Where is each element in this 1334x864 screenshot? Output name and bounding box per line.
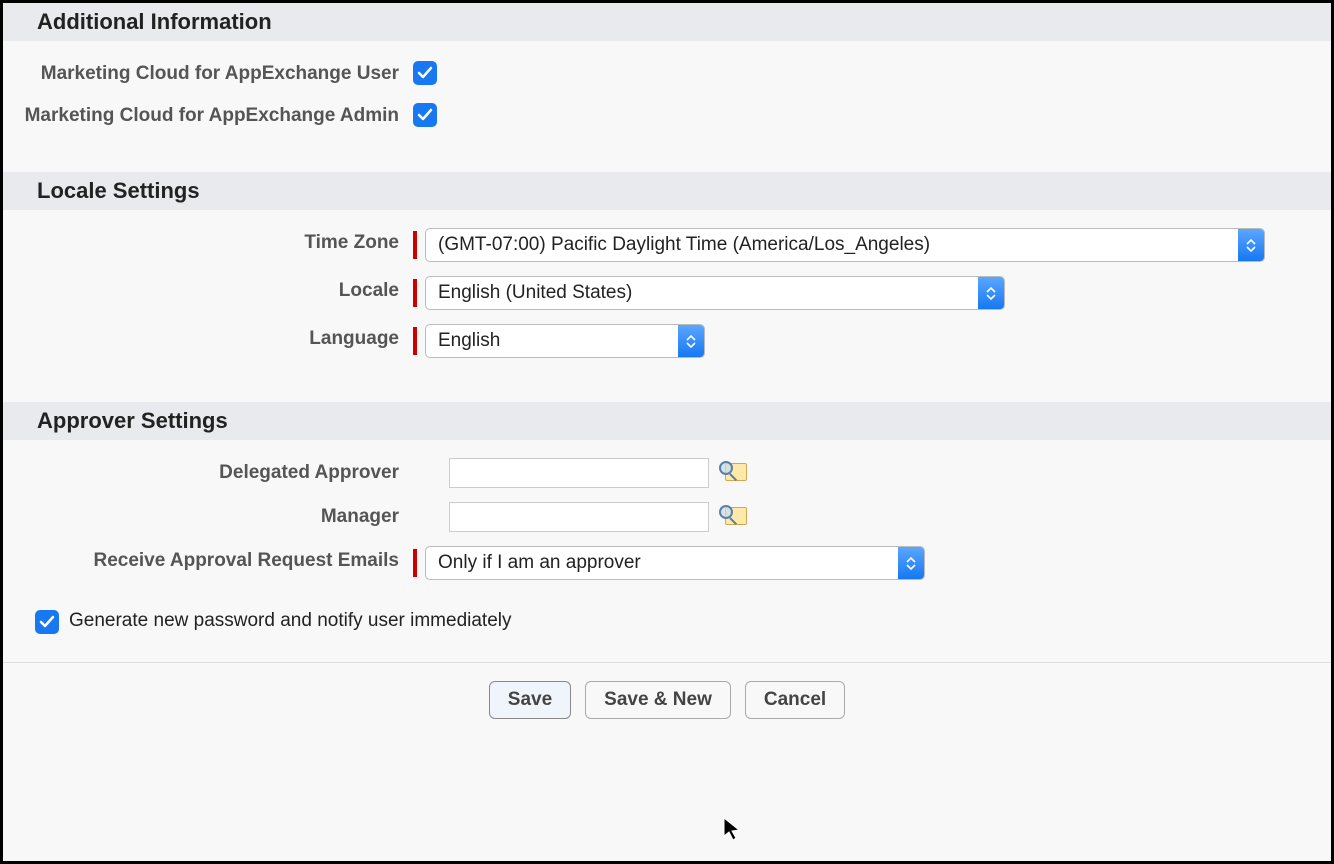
row-generate-password: Generate new password and notify user im… <box>3 594 1331 662</box>
select-timezone[interactable]: (GMT-07:00) Pacific Daylight Time (Ameri… <box>425 228 1265 262</box>
input-manager[interactable] <box>449 502 709 532</box>
select-receive-emails[interactable]: Only if I am an approver <box>425 546 925 580</box>
label-mc-user: Marketing Cloud for AppExchange User <box>3 59 413 87</box>
field-row-delegated-approver: Delegated Approver <box>3 458 1331 488</box>
required-indicator <box>413 279 417 307</box>
field-row-mc-user: Marketing Cloud for AppExchange User <box>3 59 1331 87</box>
cursor-icon <box>720 816 744 844</box>
required-indicator <box>413 327 417 355</box>
label-timezone: Time Zone <box>3 228 413 256</box>
lookup-icon[interactable] <box>719 505 747 529</box>
label-mc-admin: Marketing Cloud for AppExchange Admin <box>3 101 413 129</box>
chevron-updown-icon <box>678 325 704 357</box>
required-indicator <box>413 549 417 577</box>
button-bar: Save Save & New Cancel <box>3 662 1331 737</box>
select-locale-value: English (United States) <box>426 277 978 309</box>
field-row-mc-admin: Marketing Cloud for AppExchange Admin <box>3 101 1331 129</box>
field-row-receive-emails: Receive Approval Request Emails Only if … <box>3 546 1331 580</box>
field-row-language: Language English <box>3 324 1331 358</box>
checkbox-mc-admin[interactable] <box>413 103 437 127</box>
checkbox-mc-user[interactable] <box>413 61 437 85</box>
check-icon <box>417 107 433 123</box>
label-language: Language <box>3 324 413 352</box>
label-locale: Locale <box>3 276 413 304</box>
field-row-timezone: Time Zone (GMT-07:00) Pacific Daylight T… <box>3 228 1331 262</box>
cancel-button[interactable]: Cancel <box>745 681 845 719</box>
checkbox-generate-password[interactable] <box>35 610 59 634</box>
section-body-locale: Time Zone (GMT-07:00) Pacific Daylight T… <box>3 210 1331 402</box>
save-button[interactable]: Save <box>489 681 571 719</box>
label-generate-password: Generate new password and notify user im… <box>69 610 512 632</box>
label-delegated-approver: Delegated Approver <box>3 458 413 486</box>
select-language-value: English <box>426 325 678 357</box>
lookup-icon[interactable] <box>719 461 747 485</box>
settings-form: Additional Information Marketing Cloud f… <box>0 0 1334 864</box>
section-header-additional-info: Additional Information <box>3 3 1331 41</box>
label-receive-emails: Receive Approval Request Emails <box>3 546 413 574</box>
check-icon <box>39 614 55 630</box>
section-body-approver: Delegated Approver Manager Receive Appro… <box>3 440 1331 662</box>
section-header-approver: Approver Settings <box>3 402 1331 440</box>
label-manager: Manager <box>3 502 413 530</box>
section-header-locale: Locale Settings <box>3 172 1331 210</box>
required-indicator <box>413 231 417 259</box>
field-row-manager: Manager <box>3 502 1331 532</box>
field-row-locale: Locale English (United States) <box>3 276 1331 310</box>
input-delegated-approver[interactable] <box>449 458 709 488</box>
select-timezone-value: (GMT-07:00) Pacific Daylight Time (Ameri… <box>426 229 1238 261</box>
select-language[interactable]: English <box>425 324 705 358</box>
chevron-updown-icon <box>978 277 1004 309</box>
check-icon <box>417 65 433 81</box>
select-receive-emails-value: Only if I am an approver <box>426 547 898 579</box>
select-locale[interactable]: English (United States) <box>425 276 1005 310</box>
chevron-updown-icon <box>898 547 924 579</box>
chevron-updown-icon <box>1238 229 1264 261</box>
section-body-additional-info: Marketing Cloud for AppExchange User Mar… <box>3 41 1331 172</box>
save-and-new-button[interactable]: Save & New <box>585 681 731 719</box>
